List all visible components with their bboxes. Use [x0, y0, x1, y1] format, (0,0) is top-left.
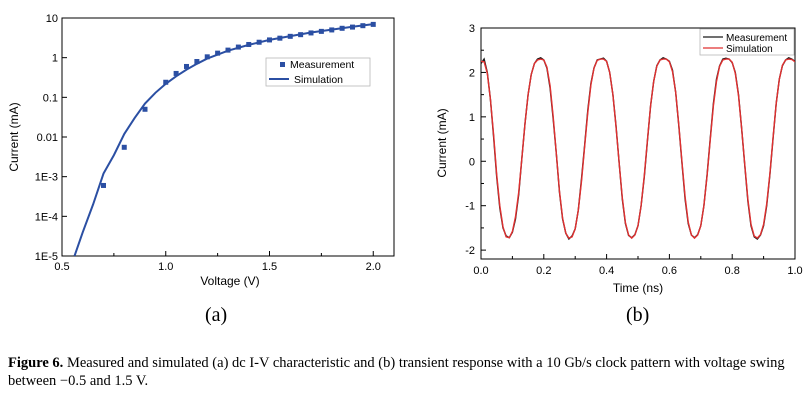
- b-ytick-label: 3: [469, 23, 475, 35]
- caption-label: Figure 6.: [8, 355, 64, 371]
- chart-a-legend: Measurement Simulation: [265, 57, 371, 87]
- legend-a-measurement-swatch: [280, 62, 285, 67]
- a-measurement-point: [246, 41, 252, 47]
- b-xtick-label: 1.0: [787, 265, 802, 277]
- b-ytick-label: 1: [469, 112, 475, 124]
- chart-b-xlabel: Time (ns): [613, 281, 663, 295]
- a-measurement-point: [287, 33, 293, 39]
- legend-b-simulation-label: Simulation: [726, 44, 773, 55]
- chart-b-legend: Measurement Simulation: [699, 28, 795, 56]
- b-xtick-label: 0.6: [662, 265, 677, 277]
- a-measurement-point: [318, 28, 324, 34]
- legend-b-measurement-label: Measurement: [726, 33, 787, 44]
- a-measurement-point: [256, 39, 262, 45]
- a-measurement-point: [184, 63, 189, 69]
- panel-b-label: (b): [626, 304, 650, 326]
- a-measurement-point: [339, 25, 345, 31]
- a-xtick-label: 2.0: [366, 261, 381, 273]
- a-xtick-label: 0.5: [54, 261, 69, 273]
- b-xtick-label: 0.2: [536, 265, 551, 277]
- a-measurement-point: [350, 24, 355, 30]
- chart-a-xlabel: Voltage (V): [200, 274, 259, 288]
- a-measurement-point: [204, 54, 210, 60]
- b-xtick-label: 0.4: [599, 265, 614, 277]
- a-xtick-label: 1.0: [158, 261, 173, 273]
- a-measurement-point: [370, 21, 376, 27]
- chart-b-ylabel: Current (mA): [435, 108, 449, 177]
- a-ytick-label: 1: [52, 53, 58, 65]
- chart-a: 0.5 1.0 1.5 2.0 1E-5 1E-4 1E-3 0.01 0.1 1 10 Volta…: [7, 13, 395, 288]
- b-measurement-line: [481, 57, 795, 241]
- b-ytick-label: 2: [469, 67, 475, 79]
- a-ytick-label: 1E-3: [35, 172, 58, 184]
- a-measurement-point: [225, 47, 231, 53]
- caption-text: Measured and simulated (a) dc I-V charac…: [8, 355, 785, 389]
- a-measurement-point: [215, 50, 221, 56]
- b-ytick-label: 0: [469, 156, 475, 168]
- a-measurement-point: [360, 23, 366, 29]
- a-ytick-label: 0.1: [43, 92, 58, 104]
- a-measurement-point: [277, 35, 283, 41]
- a-measurement-point: [142, 106, 148, 112]
- legend-a-measurement-label: Measurement: [290, 59, 354, 71]
- chart-b: 0.0 0.2 0.4 0.6 0.8 1.0 -2 -1 0 1 2 3 Time (ns) Cur…: [435, 23, 803, 295]
- b-ytick-label: -1: [465, 201, 475, 213]
- a-ytick-label: 1E-4: [35, 211, 58, 223]
- a-measurement-point: [173, 70, 179, 76]
- a-measurement-point: [308, 30, 314, 36]
- panel-a-label: (a): [205, 304, 228, 326]
- a-measurement-point: [235, 44, 241, 50]
- a-measurement-point: [101, 182, 106, 188]
- b-xtick-label: 0.8: [725, 265, 740, 277]
- a-ytick-label: 0.01: [37, 132, 58, 144]
- chart-b-legend-box: [699, 28, 795, 56]
- legend-a-simulation-label: Simulation: [294, 74, 343, 86]
- chart-a-ylabel: Current (mA): [7, 102, 21, 171]
- figure-caption: Figure 6. Measured and simulated (a) dc …: [8, 354, 806, 390]
- a-measurement-point: [329, 27, 335, 33]
- a-xtick-label: 1.5: [262, 261, 277, 273]
- b-ytick-label: -2: [465, 245, 475, 257]
- chart-a-frame: [61, 17, 395, 257]
- a-measurement-point: [267, 37, 272, 43]
- a-measurement-point: [298, 32, 304, 38]
- a-measurement-point: [194, 59, 200, 65]
- a-measurement-point: [121, 144, 127, 150]
- a-ytick-label: 1E-5: [35, 251, 58, 263]
- a-measurement-point: [163, 79, 169, 85]
- b-xtick-label: 0.0: [473, 265, 488, 277]
- b-simulation-line: [481, 58, 795, 240]
- a-ytick-label: 10: [46, 13, 58, 25]
